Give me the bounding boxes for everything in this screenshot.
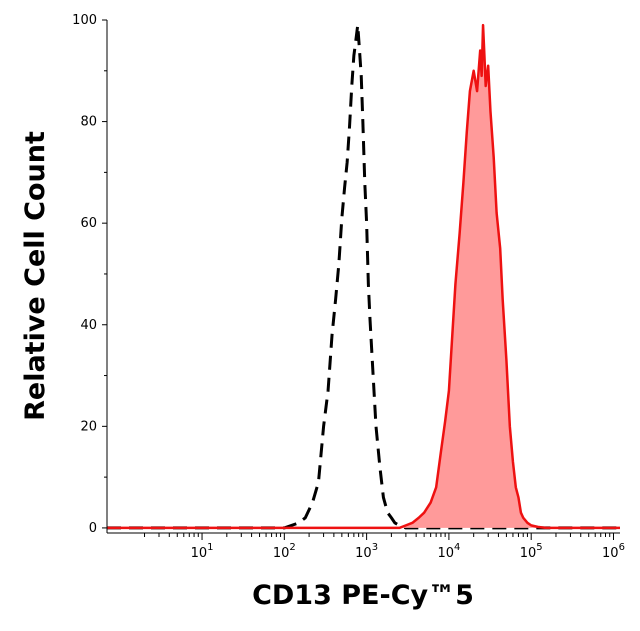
series-1-area <box>107 25 620 528</box>
y-tick-label: 40 <box>80 318 97 333</box>
y-tick-label: 100 <box>72 13 97 28</box>
y-tick-label: 0 <box>89 521 97 536</box>
x-tick-label: 105 <box>520 542 543 561</box>
y-tick-label: 60 <box>80 216 97 231</box>
series-1-line <box>107 23 620 530</box>
x-tick-label: 106 <box>602 542 625 561</box>
y-tick-label: 80 <box>80 115 97 130</box>
x-tick-label: 103 <box>355 542 378 561</box>
ticks-layer: 0 20 40 60 80 100 101 102 103 104 105 106 <box>72 13 625 561</box>
y-tick-label: 20 <box>80 419 97 434</box>
y-axis-title: Relative Cell Count <box>20 131 51 421</box>
x-tick-label: 102 <box>273 542 296 561</box>
x-axis-title: CD13 PE-Cy™5 <box>252 580 474 611</box>
series-0-line <box>107 23 620 530</box>
x-tick-label: 101 <box>191 542 214 561</box>
x-tick-label: 104 <box>437 542 460 561</box>
series-layer <box>107 23 620 530</box>
